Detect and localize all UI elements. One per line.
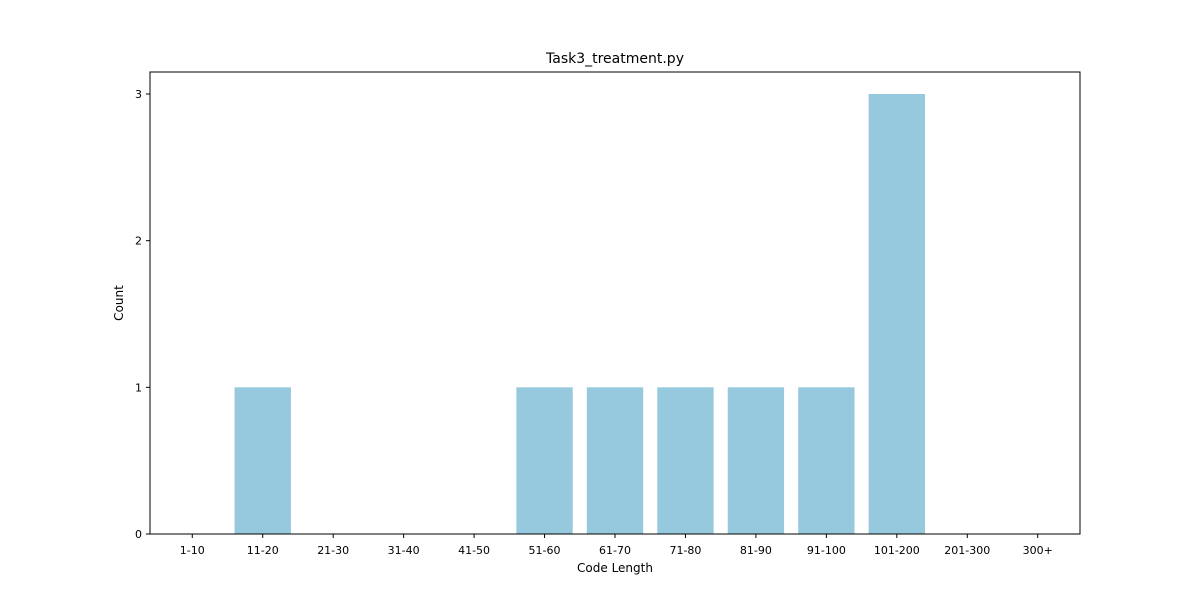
bar-61-70 — [586, 387, 644, 534]
y-axis: 0 1 2 3 — [135, 88, 150, 541]
x-tick-label: 201-300 — [944, 544, 990, 557]
x-axis-label: Code Length — [577, 561, 653, 575]
y-tick-label: 2 — [135, 235, 142, 248]
x-tick-label: 91-100 — [807, 544, 846, 557]
x-tick-label: 71-80 — [669, 544, 701, 557]
x-tick-label: 11-20 — [247, 544, 279, 557]
y-tick-label: 0 — [135, 528, 142, 541]
chart-title: Task3_treatment.py — [545, 51, 684, 67]
x-tick-label: 21-30 — [317, 544, 349, 557]
y-axis-label: Count — [112, 285, 126, 321]
x-tick-label: 1-10 — [180, 544, 205, 557]
x-axis: 1-10 11-20 21-30 31-40 41-50 51-60 61-70 71-80 8… — [180, 534, 1053, 557]
x-tick-label: 300+ — [1023, 544, 1053, 557]
x-tick-label: 51-60 — [529, 544, 561, 557]
y-tick-label: 1 — [135, 381, 142, 394]
x-tick-label: 31-40 — [388, 544, 420, 557]
bar-91-100 — [798, 387, 855, 534]
x-tick-label: 81-90 — [740, 544, 772, 557]
y-tick-label: 3 — [135, 88, 142, 101]
bar-71-80 — [657, 387, 714, 534]
x-tick-label: 61-70 — [599, 544, 631, 557]
x-tick-label: 41-50 — [458, 544, 490, 557]
bar-81-90 — [727, 387, 785, 534]
bar-11-20 — [234, 387, 291, 534]
x-tick-label: 101-200 — [874, 544, 920, 557]
bars — [234, 94, 925, 534]
bar-101-200 — [868, 94, 925, 534]
bar-51-60 — [516, 387, 573, 534]
